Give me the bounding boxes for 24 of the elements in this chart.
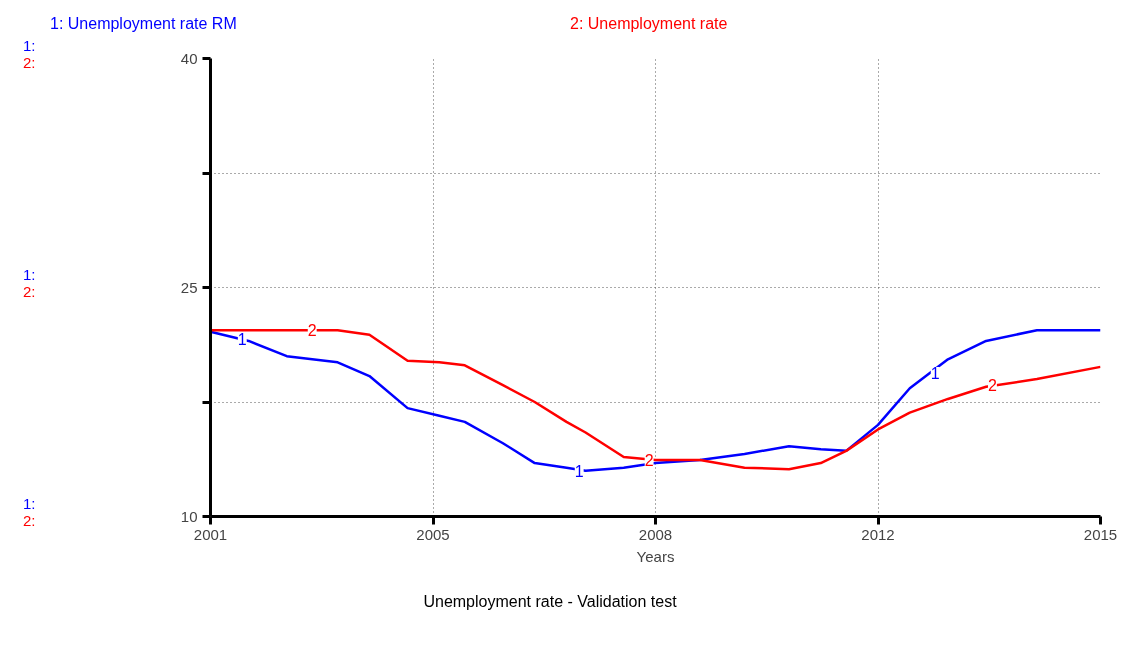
text: 1:: [23, 495, 36, 512]
x-tick-label: 2001: [193, 525, 228, 543]
y-tick-label: 10: [180, 507, 198, 525]
y-tick-label: 25: [180, 278, 198, 296]
x-tick-label: 2005: [416, 525, 450, 543]
text: 2:: [23, 54, 36, 71]
x-axis-title: Years: [636, 547, 675, 565]
annotation: 1: [574, 462, 584, 480]
annotation: 2: [987, 377, 997, 395]
annotation: 2: [644, 452, 654, 470]
text: 1: Unemployment rate RM: [50, 14, 237, 34]
text: 1:: [23, 37, 36, 54]
text: 1:: [23, 266, 36, 283]
x-tick-label: 2015: [1083, 525, 1118, 543]
text: 2:: [23, 512, 36, 529]
text: 2:: [23, 283, 36, 300]
annotation: 1: [930, 364, 940, 382]
text: Unemployment rate - Validation test: [422, 592, 678, 612]
annotation: 1: [237, 331, 247, 349]
x-tick-label: 2012: [861, 525, 895, 543]
y-tick-label: 40: [180, 49, 198, 67]
text: 2: Unemployment rate: [570, 14, 728, 34]
x-tick-label: 2008: [638, 525, 673, 543]
annotation: 2: [307, 322, 317, 340]
